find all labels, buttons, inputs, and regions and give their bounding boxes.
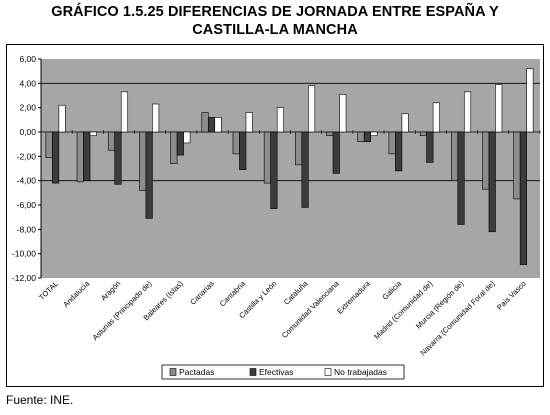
bar-no-trabajadas [526, 68, 534, 133]
bar-pactadas [326, 131, 334, 136]
bar-efectivas [519, 131, 527, 265]
bar-efectivas [239, 131, 247, 171]
bar-efectivas [332, 131, 340, 174]
bar-pactadas [482, 131, 490, 190]
bar-efectivas [363, 131, 372, 143]
bar-pactadas [419, 131, 427, 136]
bar-pactadas [388, 131, 396, 155]
chart-title: GRÁFICO 1.5.25 DIFERENCIAS DE JORNADA EN… [0, 3, 550, 39]
bar-efectivas [83, 131, 91, 181]
legend-label: Pactadas [179, 367, 214, 377]
bar-pactadas [232, 131, 240, 155]
bar-efectivas [395, 131, 403, 172]
bar-no-trabajadas [214, 117, 222, 133]
bar-no-trabajadas [152, 103, 160, 133]
bar-efectivas [270, 131, 278, 209]
bar-no-trabajadas [245, 112, 253, 133]
legend-box [161, 364, 405, 380]
bar-no-trabajadas [89, 131, 97, 136]
y-tick-label: -4,00 [17, 176, 37, 186]
bar-no-trabajadas [463, 91, 472, 133]
x-tick-label: Aragón [99, 279, 122, 302]
bar-efectivas [207, 117, 216, 133]
source-note: Fuente: INE. [6, 393, 74, 407]
bar-no-trabajadas [308, 85, 316, 133]
y-tick-label: 0,00 [19, 127, 36, 137]
x-tick-label: Comunidad Valenciana [280, 278, 341, 339]
x-tick-label: Andalucía [61, 278, 92, 309]
bar-pactadas [513, 131, 521, 200]
bar-no-trabajadas [183, 131, 191, 144]
bar-pactadas [170, 131, 178, 164]
chart-title-line-1: GRÁFICO 1.5.25 DIFERENCIAS DE JORNADA EN… [51, 4, 499, 20]
bar-pactadas [357, 131, 365, 143]
bar-no-trabajadas [339, 93, 347, 133]
x-tick-label: Canarias [188, 279, 216, 307]
legend-label: No trabajadas [334, 367, 387, 377]
x-tick-label: Galicia [380, 278, 403, 301]
y-tick-label: -12,00 [12, 273, 36, 283]
chart-title-line-2: CASTILLA-LA MANCHA [192, 22, 358, 38]
y-tick-label: -2,00 [17, 151, 37, 161]
bar-no-trabajadas [432, 102, 440, 133]
bar-pactadas [201, 112, 209, 133]
bar-no-trabajadas [58, 104, 66, 133]
bar-pactadas [450, 131, 459, 181]
bar-pactadas [263, 131, 271, 184]
y-tick-label: 4,00 [19, 78, 36, 88]
legend-swatch [249, 368, 257, 376]
bar-no-trabajadas [120, 91, 129, 133]
bar-efectivas [114, 131, 122, 185]
y-tick-label: 6,00 [19, 54, 36, 64]
legend-label: Efectivas [259, 367, 294, 377]
y-tick-label: -10,00 [12, 249, 36, 259]
x-tick-label: Cataluña [282, 278, 310, 306]
bar-pactadas [295, 131, 303, 166]
bar-no-trabajadas [401, 113, 409, 133]
y-tick-label: 2,00 [19, 103, 36, 113]
bar-efectivas [488, 131, 496, 233]
y-tick-label: -6,00 [17, 200, 37, 210]
x-tick-label: Madrid (Comunidad de) [372, 279, 434, 341]
x-tick-label: Extremadura [335, 278, 372, 315]
bar-efectivas [176, 131, 184, 156]
x-tick-label: País Vasco [495, 279, 528, 312]
bar-efectivas [301, 131, 309, 208]
bar-efectivas [457, 131, 465, 225]
bar-pactadas [45, 131, 53, 158]
x-tick-label: Cantabria [218, 278, 248, 308]
bar-pactadas [76, 131, 84, 183]
bar-no-trabajadas [495, 84, 503, 133]
x-tick-label: TOTAL [37, 279, 60, 302]
bar-efectivas [52, 131, 60, 184]
bar-efectivas [426, 131, 434, 163]
bar-no-trabajadas [370, 131, 378, 136]
legend-swatch [169, 368, 177, 376]
bar-efectivas [145, 131, 153, 219]
bar-pactadas [139, 131, 147, 191]
legend-swatch [324, 368, 332, 376]
bar-pactadas [107, 131, 116, 151]
bar-no-trabajadas [276, 107, 284, 133]
x-tick-label: Asturias (Principado de) [91, 279, 154, 342]
y-tick-label: -8,00 [17, 224, 37, 234]
